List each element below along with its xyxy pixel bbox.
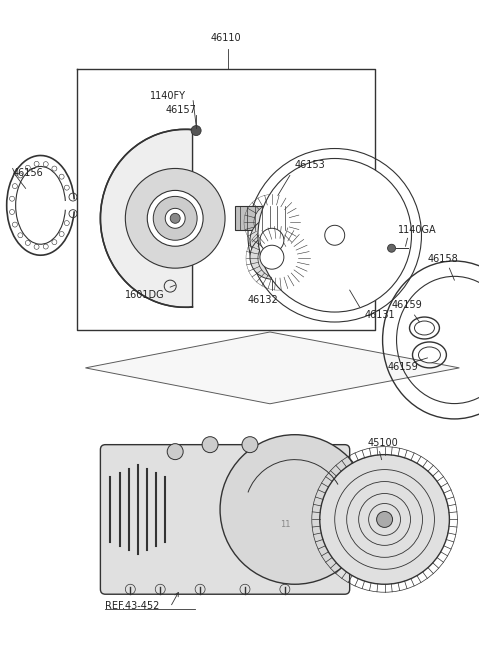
Circle shape xyxy=(377,512,393,527)
Text: 1140GA: 1140GA xyxy=(397,225,436,235)
Text: 46110: 46110 xyxy=(210,33,240,43)
Circle shape xyxy=(325,225,345,245)
Ellipse shape xyxy=(419,347,441,363)
Circle shape xyxy=(147,191,203,246)
Circle shape xyxy=(320,455,449,584)
Circle shape xyxy=(153,196,197,240)
Circle shape xyxy=(191,126,201,136)
Circle shape xyxy=(170,214,180,223)
Text: 46131: 46131 xyxy=(365,310,395,320)
Circle shape xyxy=(167,443,183,460)
Circle shape xyxy=(260,160,409,310)
Ellipse shape xyxy=(415,321,434,335)
Text: 1601DG: 1601DG xyxy=(125,290,165,300)
Circle shape xyxy=(250,218,294,262)
Circle shape xyxy=(254,204,290,240)
Circle shape xyxy=(220,435,370,584)
FancyBboxPatch shape xyxy=(100,445,350,594)
Text: 46157: 46157 xyxy=(165,105,196,115)
Text: 46156: 46156 xyxy=(12,168,43,178)
Circle shape xyxy=(258,159,411,312)
Circle shape xyxy=(260,229,284,252)
Circle shape xyxy=(313,214,357,257)
Circle shape xyxy=(202,437,218,453)
Text: 46158: 46158 xyxy=(428,254,458,264)
Circle shape xyxy=(387,244,396,252)
Text: 46159: 46159 xyxy=(387,362,419,372)
Circle shape xyxy=(250,235,294,279)
Polygon shape xyxy=(100,129,192,307)
Bar xyxy=(235,206,290,231)
Text: 46159: 46159 xyxy=(392,300,422,310)
Circle shape xyxy=(258,238,298,278)
Text: 45100: 45100 xyxy=(368,438,398,447)
Text: 1140FY: 1140FY xyxy=(150,90,186,101)
Polygon shape xyxy=(85,332,459,403)
Circle shape xyxy=(165,208,185,229)
Text: REF.43-452: REF.43-452 xyxy=(106,601,160,611)
Circle shape xyxy=(242,437,258,453)
Text: 46153: 46153 xyxy=(295,160,325,170)
Text: 11: 11 xyxy=(280,520,290,529)
Text: 46132: 46132 xyxy=(248,295,279,305)
Circle shape xyxy=(260,245,284,269)
Circle shape xyxy=(125,168,225,268)
